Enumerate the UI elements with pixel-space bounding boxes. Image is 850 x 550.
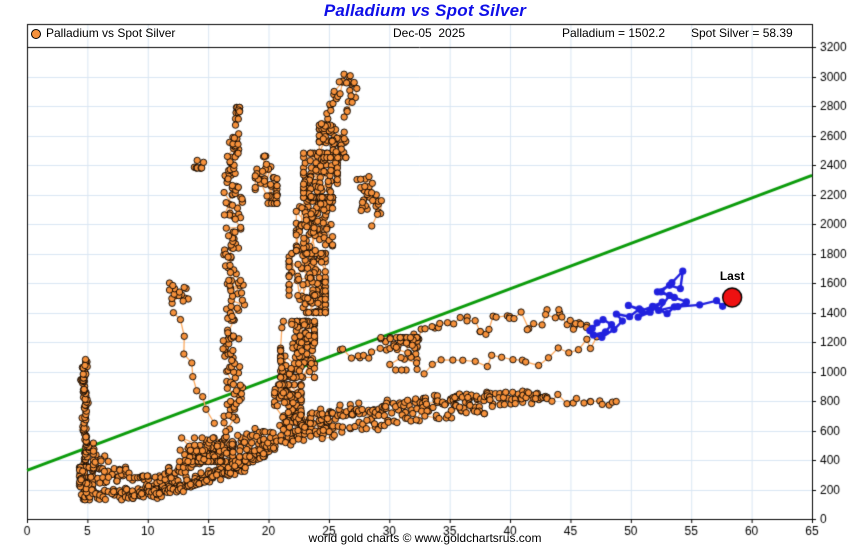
header-date: Dec-05 2025 [393,26,466,40]
footer-credit: world gold charts © www.goldchartsrus.co… [308,531,542,545]
last-point-label: Last [719,269,745,284]
legend-orange-dot-icon [31,29,41,39]
chart-title: Palladium vs Spot Silver [323,1,527,20]
header-palladium-value: Palladium = 1502.2 [562,26,666,40]
header-silver-value: Spot Silver = 58.39 [691,26,793,40]
legend-label: Palladium vs Spot Silver [46,26,176,40]
